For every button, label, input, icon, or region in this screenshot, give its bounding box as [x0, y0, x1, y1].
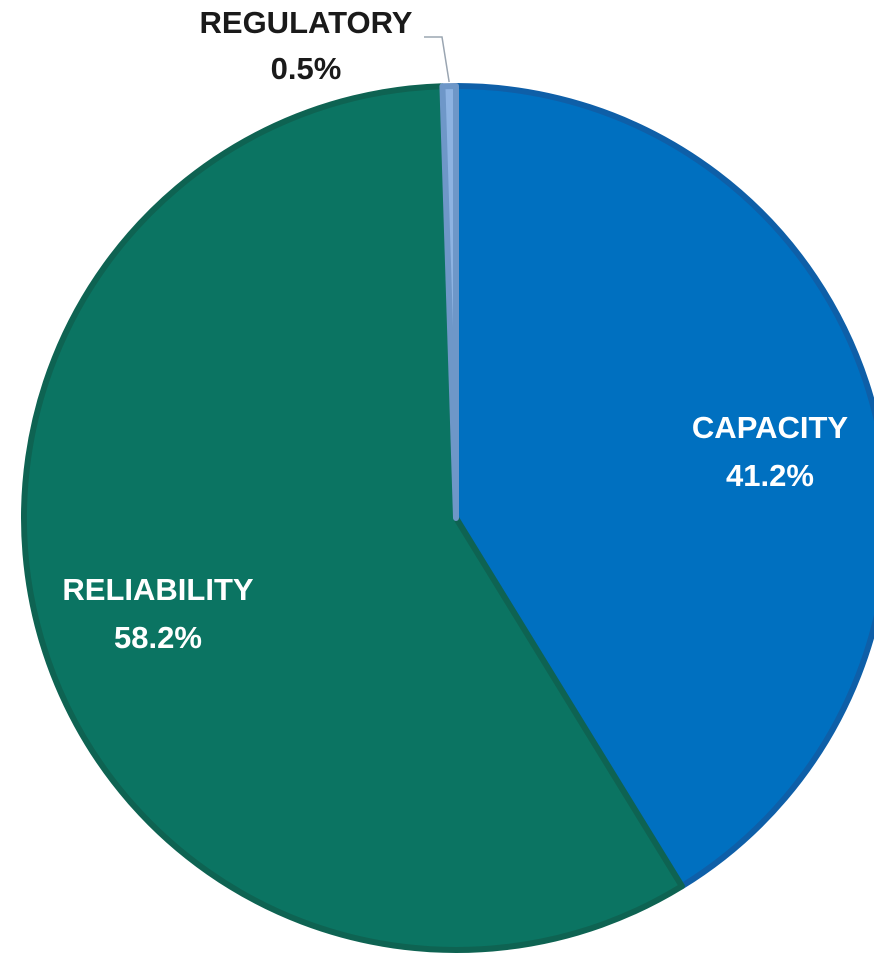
slice-label-capacity: CAPACITY: [692, 410, 848, 445]
slice-value-capacity: 41.2%: [726, 458, 814, 493]
slice-label-regulatory: REGULATORY: [200, 5, 413, 40]
slice-value-reliability: 58.2%: [114, 620, 202, 655]
slice-label-reliability: RELIABILITY: [62, 572, 253, 607]
slice-value-regulatory: 0.5%: [271, 51, 342, 86]
leader-line-regulatory: [424, 37, 449, 82]
